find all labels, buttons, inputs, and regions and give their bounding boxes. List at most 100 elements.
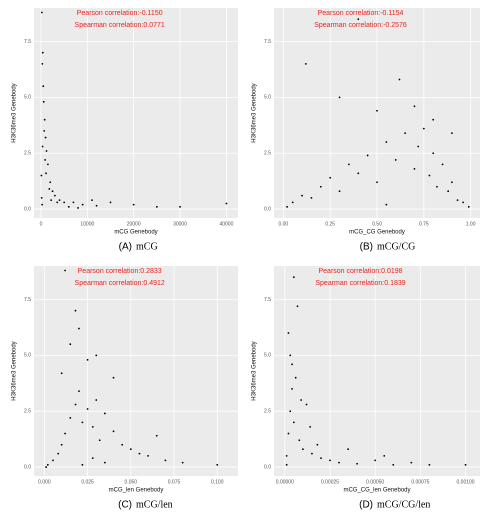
point <box>385 141 388 143</box>
point <box>422 127 425 130</box>
panel-label: (D) <box>359 500 373 511</box>
point <box>44 136 47 139</box>
point <box>464 463 467 466</box>
y-tick-label: 5.0 <box>24 353 31 359</box>
point <box>338 461 340 464</box>
point <box>52 459 54 462</box>
annotation: Pearson correlation:-0.1154 <box>318 10 404 17</box>
point <box>338 190 341 193</box>
y-tick-label: 7.5 <box>264 297 271 303</box>
x-tick-label: 0.00050 <box>366 479 384 485</box>
y-tick-label: 5.0 <box>24 95 31 101</box>
panel-caption: mCG/CG/len <box>377 499 430 510</box>
point <box>294 376 297 379</box>
point <box>91 457 94 460</box>
point <box>467 205 470 208</box>
point <box>72 201 75 204</box>
point <box>410 461 413 464</box>
x-tick-label: 0.00075 <box>411 479 429 485</box>
x-tick-label: 0.000 <box>38 479 51 485</box>
annotation: Pearson correlation:0.0198 <box>318 268 402 275</box>
x-axis-label: mCG_CG Genebody <box>349 230 405 236</box>
point <box>81 463 84 466</box>
point <box>41 145 44 148</box>
point <box>95 204 98 207</box>
point <box>428 174 431 177</box>
point <box>40 174 43 177</box>
point <box>309 425 312 428</box>
point <box>376 181 378 184</box>
point <box>60 372 63 375</box>
point <box>286 205 289 208</box>
x-tick-label: 0.050 <box>125 479 138 485</box>
point <box>300 399 303 401</box>
point <box>98 439 101 442</box>
point <box>49 181 52 184</box>
point <box>296 305 299 308</box>
point <box>103 412 106 415</box>
y-axis-label: H3K36me3 Genebody <box>12 83 18 142</box>
x-tick-label: 10000 <box>80 221 94 227</box>
point <box>428 463 431 466</box>
point <box>285 454 288 457</box>
point <box>51 190 54 193</box>
point <box>305 403 308 406</box>
x-tick-label: 20000 <box>127 221 141 227</box>
x-tick-label: 0.75 <box>419 221 429 227</box>
point <box>348 163 350 166</box>
point <box>304 62 307 65</box>
point <box>179 205 181 208</box>
point <box>64 269 67 272</box>
point <box>366 154 369 157</box>
point <box>298 439 301 442</box>
panel-label: (B) <box>360 242 373 253</box>
point <box>112 430 115 433</box>
point <box>432 152 435 155</box>
y-tick-label: 0.0 <box>264 206 271 212</box>
plot-background <box>34 266 238 476</box>
point <box>43 129 46 132</box>
panel-caption: mCG <box>136 241 158 252</box>
point <box>60 443 63 446</box>
point <box>432 118 435 121</box>
point <box>451 181 453 184</box>
point <box>41 51 44 54</box>
x-axis-label: mCG Genebody <box>114 230 157 236</box>
point <box>441 163 444 166</box>
point <box>147 454 150 457</box>
point <box>357 18 360 21</box>
point <box>181 461 184 464</box>
point <box>292 421 295 424</box>
point <box>81 203 84 206</box>
y-tick-label: 5.0 <box>264 95 271 101</box>
x-tick-label: 0.025 <box>81 479 94 485</box>
y-axis-label: H3K36me3 Genebody <box>252 83 258 142</box>
point <box>287 332 290 334</box>
point <box>291 387 293 390</box>
point <box>447 190 450 193</box>
point <box>45 466 48 468</box>
point <box>155 205 158 208</box>
point <box>86 408 89 410</box>
point <box>310 196 313 199</box>
y-tick-label: 7.5 <box>24 297 31 303</box>
point <box>40 11 43 14</box>
point <box>63 201 66 204</box>
point <box>394 159 397 161</box>
point <box>329 176 332 179</box>
point <box>69 343 72 346</box>
point <box>67 205 70 208</box>
point <box>385 203 388 206</box>
point <box>291 363 293 366</box>
x-tick-label: 0.00000 <box>276 479 294 485</box>
point <box>64 432 67 435</box>
point <box>316 443 319 446</box>
point <box>292 276 295 279</box>
x-axis-label: mCG_len Genebody <box>109 488 164 494</box>
point <box>398 78 401 81</box>
point <box>41 203 44 206</box>
point <box>78 327 80 330</box>
point <box>112 376 115 379</box>
point <box>91 199 93 202</box>
point <box>74 403 77 406</box>
